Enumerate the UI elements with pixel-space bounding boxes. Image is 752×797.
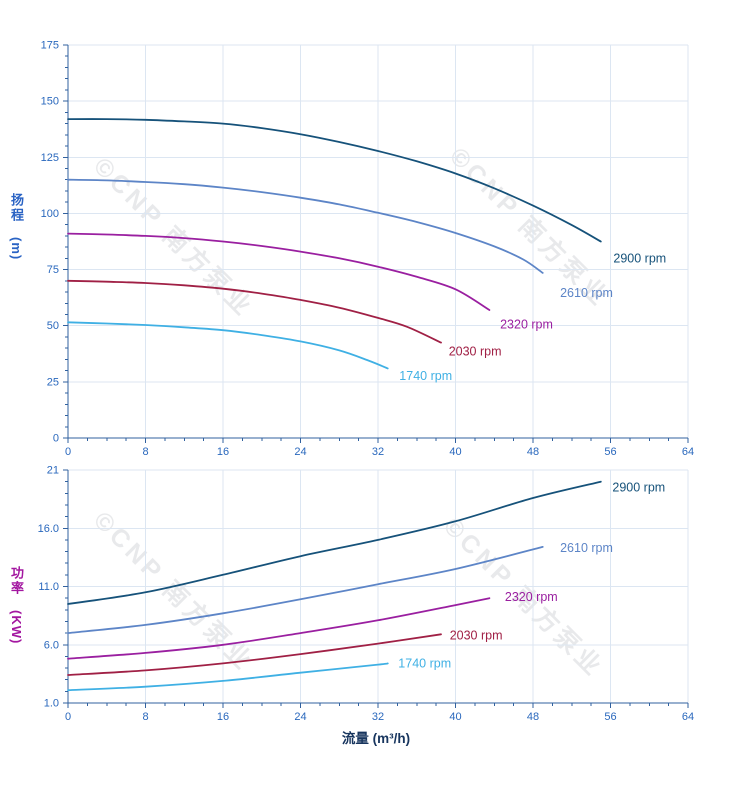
svg-text:8: 8 <box>142 711 148 723</box>
svg-text:0: 0 <box>65 446 71 458</box>
svg-text:56: 56 <box>604 711 616 723</box>
svg-text:32: 32 <box>372 711 384 723</box>
svg-text:24: 24 <box>294 446 306 458</box>
svg-text:2320 rpm: 2320 rpm <box>505 590 558 604</box>
power-y-axis-unit: (KW) <box>9 609 24 644</box>
svg-text:1740 rpm: 1740 rpm <box>399 369 452 383</box>
svg-text:16: 16 <box>217 711 229 723</box>
svg-text:125: 125 <box>41 152 59 164</box>
svg-text:2900 rpm: 2900 rpm <box>612 481 665 495</box>
svg-text:2610 rpm: 2610 rpm <box>560 286 613 300</box>
svg-text:48: 48 <box>527 711 539 723</box>
svg-text:24: 24 <box>294 711 306 723</box>
svg-text:40: 40 <box>449 711 461 723</box>
svg-text:2030 rpm: 2030 rpm <box>449 345 502 359</box>
svg-text:25: 25 <box>47 376 59 388</box>
svg-text:0: 0 <box>65 711 71 723</box>
svg-text:2320 rpm: 2320 rpm <box>500 318 553 332</box>
svg-text:2610 rpm: 2610 rpm <box>560 541 613 555</box>
x-axis-title: 流量 (m³/h) <box>341 731 411 746</box>
svg-text:8: 8 <box>142 446 148 458</box>
power-chart: 0 8 16 24 32 40 48 56 64 1.0 6.0 11.0 16.0 21 2900 rpm… <box>38 465 695 724</box>
head-y-axis-name: 扬程 <box>9 193 24 223</box>
svg-text:16.0: 16.0 <box>38 523 59 535</box>
power-y-axis-name: 功率 <box>9 566 24 596</box>
svg-text:64: 64 <box>682 446 694 458</box>
svg-text:64: 64 <box>682 711 694 723</box>
svg-text:75: 75 <box>47 264 59 276</box>
svg-text:32: 32 <box>372 446 384 458</box>
svg-text:2030 rpm: 2030 rpm <box>450 628 503 642</box>
svg-text:2900 rpm: 2900 rpm <box>613 251 666 265</box>
power-y-axis-title: 功率 (KW) <box>7 566 26 644</box>
svg-text:40: 40 <box>449 446 461 458</box>
svg-text:1740 rpm: 1740 rpm <box>398 656 451 670</box>
svg-text:11.0: 11.0 <box>38 581 59 593</box>
svg-text:48: 48 <box>527 446 539 458</box>
svg-text:0: 0 <box>53 433 59 445</box>
svg-text:56: 56 <box>604 446 616 458</box>
svg-text:150: 150 <box>41 96 59 108</box>
svg-text:16: 16 <box>217 446 229 458</box>
head-chart: 0 8 16 24 32 40 48 56 64 0 25 50 75 100 125 150 175 2900 … <box>41 40 694 459</box>
svg-text:1.0: 1.0 <box>44 698 59 710</box>
svg-text:175: 175 <box>41 40 59 52</box>
svg-text:6.0: 6.0 <box>44 639 59 651</box>
head-y-axis-unit: (m) <box>9 236 24 260</box>
svg-text:50: 50 <box>47 320 59 332</box>
head-y-axis-title: 扬程 (m) <box>7 193 26 260</box>
svg-text:21: 21 <box>47 465 59 477</box>
svg-text:100: 100 <box>41 208 59 220</box>
